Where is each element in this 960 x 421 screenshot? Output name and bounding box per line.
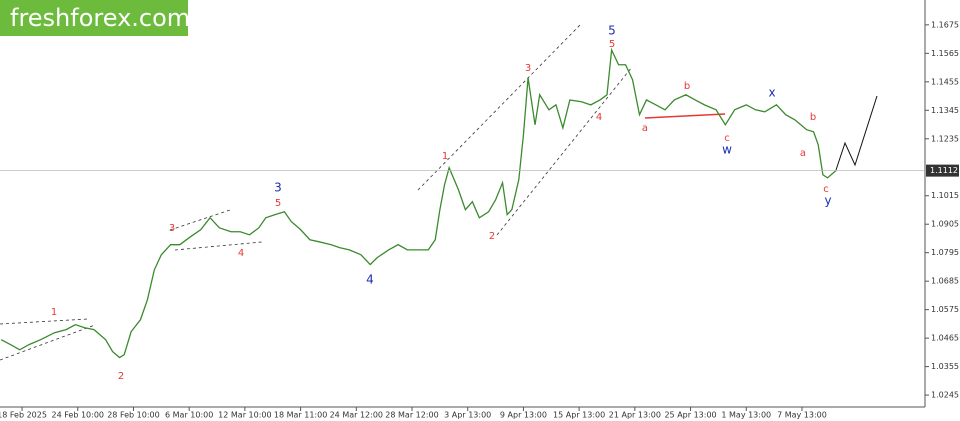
y-tick-label: 1.0795 xyxy=(931,248,959,257)
x-tick-label: 28 Mar 12:00 xyxy=(385,411,438,420)
wave-label: 4 xyxy=(238,248,244,259)
y-tick-label: 1.0905 xyxy=(931,220,959,229)
wave-label: 4 xyxy=(596,112,602,123)
wave-label: a xyxy=(800,148,806,159)
y-tick-label: 1.1565 xyxy=(931,49,959,58)
x-tick-label: 12 Mar 10:00 xyxy=(218,411,271,420)
x-tick-label: 1 May 13:00 xyxy=(721,411,771,420)
y-tick-label: 1.1455 xyxy=(931,77,959,86)
x-tick-label: 24 Mar 12:00 xyxy=(330,411,383,420)
price-line xyxy=(0,47,838,359)
x-tick-label: 21 Apr 13:00 xyxy=(609,411,661,420)
wave-label: 5 xyxy=(609,39,615,50)
y-tick-label: 1.0575 xyxy=(931,305,959,314)
channel-line xyxy=(0,318,89,325)
x-tick-label: 18 Mar 11:00 xyxy=(274,411,327,420)
channel-line xyxy=(169,209,231,231)
current-price-label: 1.1112 xyxy=(930,166,958,175)
y-tick-label: 1.1235 xyxy=(931,134,959,143)
logo: freshforex.com xyxy=(0,0,190,36)
wave-label: y xyxy=(824,194,831,208)
x-tick-label: 28 Feb 10:00 xyxy=(107,411,159,420)
wave-label: 1 xyxy=(442,151,448,162)
wave-label: 3 xyxy=(274,181,282,195)
channel-line xyxy=(0,324,96,361)
y-tick-label: 1.1345 xyxy=(931,106,959,115)
current-price-box xyxy=(926,164,959,177)
wave-label: 3 xyxy=(169,223,175,234)
wave-label: c xyxy=(823,184,829,195)
channel-line xyxy=(417,24,581,191)
wave-label: c xyxy=(724,133,730,144)
wave-label: 2 xyxy=(489,231,495,242)
y-tick-label: 1.0355 xyxy=(931,362,959,371)
wave-label: b xyxy=(810,112,816,123)
y-tick-label: 1.0465 xyxy=(931,334,959,343)
x-tick-label: 18 Feb 2025 xyxy=(0,411,47,420)
wave-label: x xyxy=(768,86,775,100)
x-tick-label: 24 Feb 10:00 xyxy=(52,411,104,420)
wave-label: 3 xyxy=(525,63,531,74)
wave-label: a xyxy=(642,123,648,134)
wave-label: 2 xyxy=(118,371,124,382)
x-tick-label: 25 Apr 13:00 xyxy=(664,411,716,420)
wave-label: 4 xyxy=(366,273,374,287)
channel-line xyxy=(174,241,263,251)
y-tick-label: 1.1015 xyxy=(931,191,959,200)
wave-label: 1 xyxy=(51,307,57,318)
x-tick-label: 3 Apr 13:00 xyxy=(444,411,491,420)
y-tick-label: 1.0685 xyxy=(931,277,959,286)
y-tick-label: 1.1675 xyxy=(931,20,959,29)
support-line xyxy=(644,113,726,119)
channels xyxy=(0,24,633,361)
wave-label: 5 xyxy=(608,24,616,38)
wave-label: b xyxy=(684,81,690,92)
wave-label: 5 xyxy=(275,198,281,209)
y-tick-label: 1.0245 xyxy=(931,391,959,400)
forecast-path xyxy=(835,95,878,171)
x-tick-label: 9 Apr 13:00 xyxy=(500,411,547,420)
logo-box xyxy=(0,0,188,36)
x-tick-label: 15 Apr 13:00 xyxy=(553,411,605,420)
wave-label: w xyxy=(722,143,732,157)
x-tick-label: 7 May 13:00 xyxy=(777,411,827,420)
logo-text: freshforex.com xyxy=(10,4,190,32)
x-tick-label: 6 Mar 10:00 xyxy=(165,411,213,420)
